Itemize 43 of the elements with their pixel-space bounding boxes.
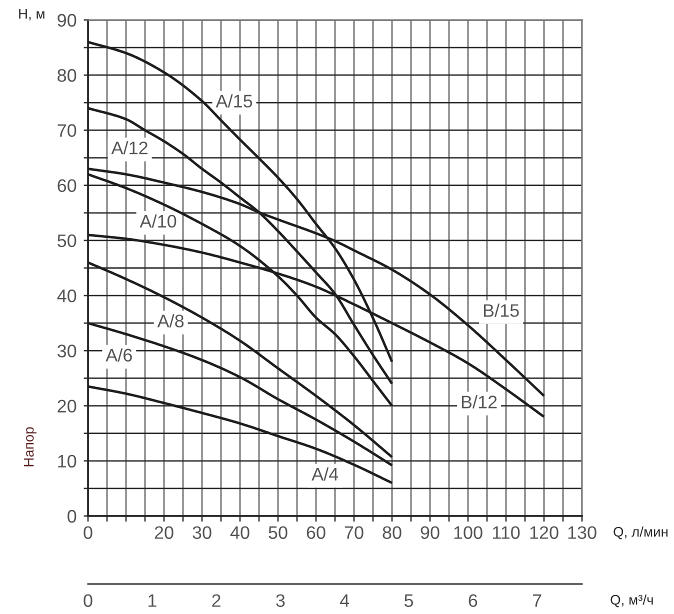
series-label: B/15 — [484, 304, 519, 317]
y-tick-label: 30 — [57, 344, 76, 358]
x-tick-label: 110 — [492, 526, 520, 539]
x2-tick-label: 6 — [468, 594, 478, 607]
text: H, м — [19, 9, 44, 20]
x-tick-label: 20 — [154, 526, 174, 539]
x-tick-label: 120 — [530, 526, 558, 539]
series-label: A/6 — [106, 348, 132, 362]
x-axis-title: Q, л/мин — [614, 526, 668, 540]
y-tick-label: 20 — [58, 400, 76, 412]
x-tick-label: 70 — [344, 526, 364, 539]
x-tick-label: 50 — [268, 526, 288, 539]
series-label: A/12 — [111, 141, 148, 154]
x-tick-label: 30 — [192, 526, 212, 539]
y-tick-label: 80 — [58, 69, 76, 82]
y-tick-label: 50 — [58, 234, 76, 248]
x-tick-label: 90 — [420, 526, 440, 539]
x2-tick-label: 3 — [276, 594, 285, 607]
x2-axis-title: Q, м³/ч — [610, 594, 653, 608]
series-label: A/8 — [157, 314, 184, 328]
x2-tick-label: 1 — [148, 594, 156, 607]
y-tick-label: 70 — [58, 124, 76, 137]
x-tick-label: 130 — [568, 526, 596, 539]
y-tick-label: 0 — [68, 510, 76, 523]
series-label: B/12 — [462, 395, 497, 408]
series-label: A/15 — [216, 94, 252, 108]
x-tick-label: 80 — [382, 526, 402, 539]
x2-tick-label: 2 — [212, 594, 220, 607]
x2-tick-label: 0 — [84, 594, 92, 607]
x2-tick-label: 7 — [532, 594, 542, 607]
y-tick-label: 40 — [57, 289, 76, 302]
x-tick-label: 60 — [306, 526, 326, 539]
y-tick-label: 60 — [58, 179, 76, 192]
x2-tick-label: 4 — [340, 594, 350, 607]
series-label: A/4 — [312, 467, 338, 481]
x2-tick-label: 5 — [404, 594, 414, 607]
x-tick-label: 100 — [454, 526, 482, 539]
series-label: A/10 — [140, 214, 176, 228]
y-tick-label: 10 — [58, 454, 76, 468]
y-tick-label: 90 — [58, 14, 76, 27]
x-tick-label: 0 — [84, 526, 92, 539]
x-tick-label: 40 — [230, 526, 250, 539]
y-axis-title: Напор — [24, 427, 36, 466]
